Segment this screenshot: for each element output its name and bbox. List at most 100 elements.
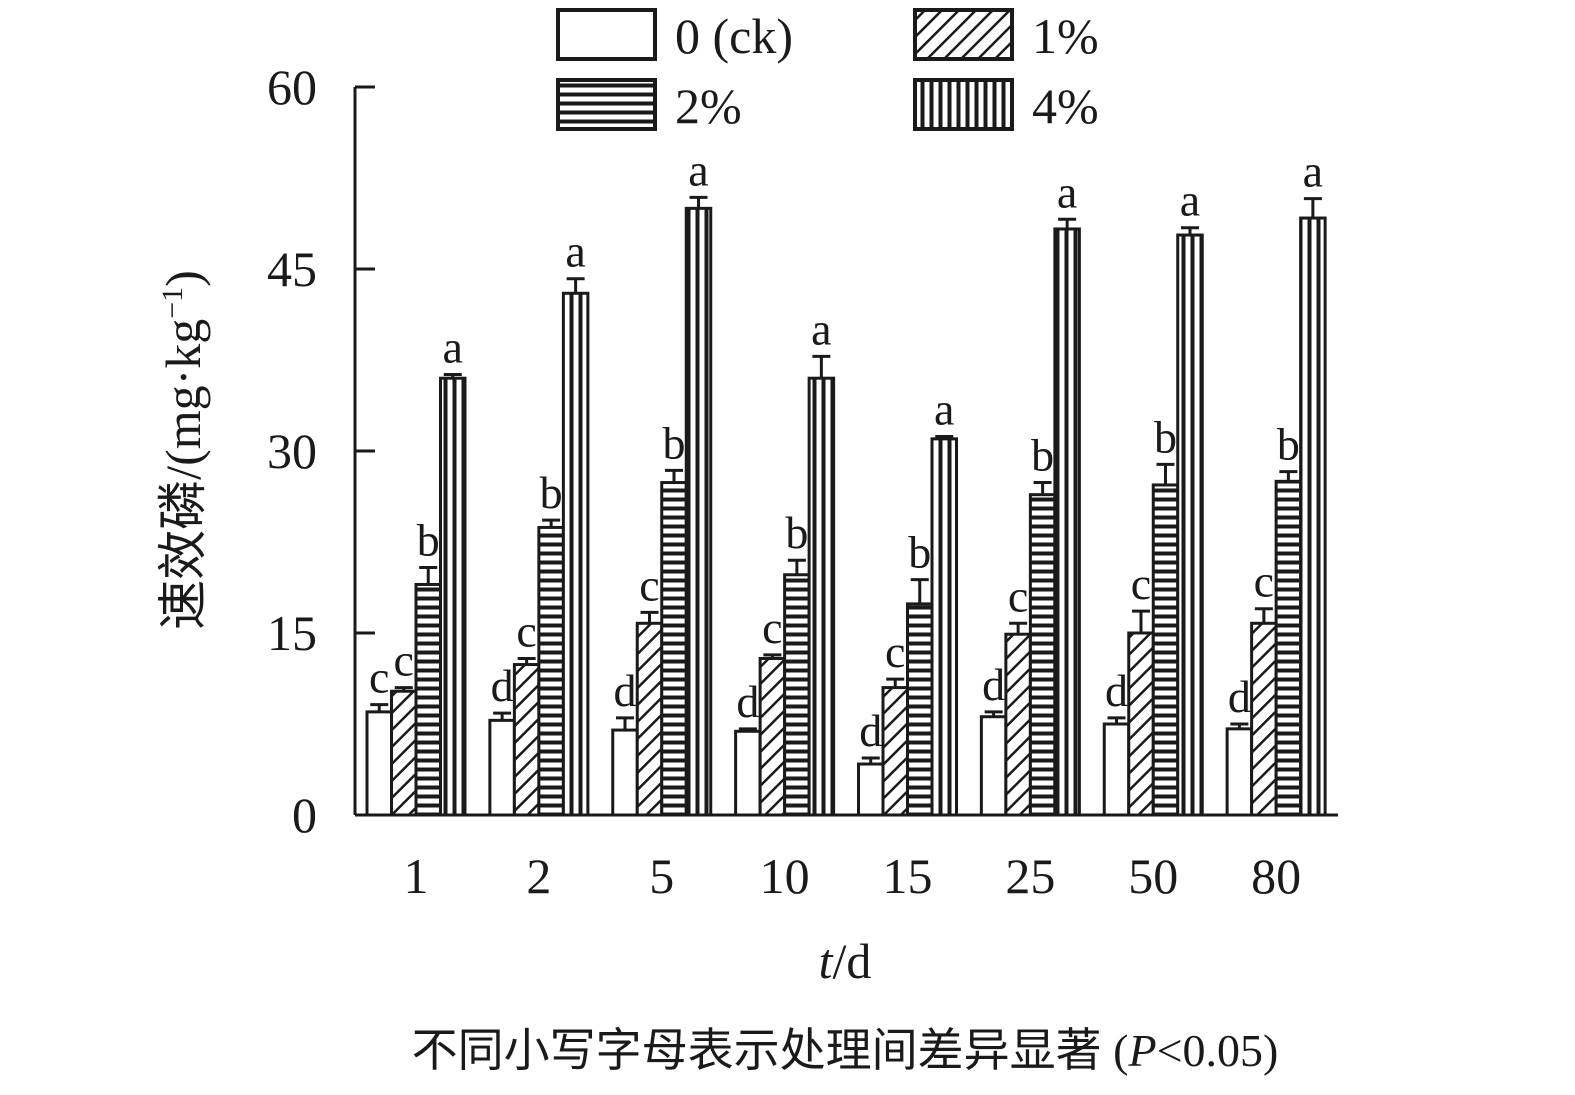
bar <box>537 525 565 817</box>
bar <box>488 718 516 817</box>
legend-label: 0 (ck) <box>675 8 793 64</box>
bar <box>734 729 762 817</box>
bar <box>635 621 664 817</box>
significance-letter: c <box>369 652 389 703</box>
legend-swatch <box>556 78 657 131</box>
x-tick-label: 1 <box>404 848 429 904</box>
significance-letter: c <box>639 559 659 610</box>
error-bar <box>1254 607 1273 624</box>
error-bar <box>394 686 413 692</box>
error-bar <box>861 756 880 765</box>
bar <box>906 602 934 817</box>
bar <box>1028 493 1057 817</box>
bar <box>881 686 909 817</box>
x-tick-label: 80 <box>1251 848 1301 904</box>
significance-letter: b <box>908 527 931 578</box>
significance-letter: a <box>688 144 708 195</box>
significance-letter: b <box>1031 430 1054 481</box>
y-tick-label: 15 <box>267 605 317 661</box>
y-axis-title: 速效磷/(mg·kg−1) <box>155 270 211 630</box>
bar <box>561 291 590 817</box>
significance-letter: d <box>1105 665 1128 716</box>
error-bar <box>517 656 536 665</box>
bar <box>783 573 811 817</box>
legend-swatch <box>913 8 1014 61</box>
legend-label: 1% <box>1032 8 1099 64</box>
error-bar <box>984 710 1003 717</box>
bar <box>1299 216 1327 817</box>
error-bar <box>1058 217 1077 229</box>
error-bar <box>787 558 806 575</box>
y-tick-label: 0 <box>292 787 317 843</box>
significance-letter: a <box>934 383 954 434</box>
error-bar <box>812 354 831 379</box>
error-bar <box>1132 609 1150 633</box>
bars <box>365 206 1327 817</box>
error-bar <box>1156 462 1175 485</box>
bar <box>1274 479 1303 817</box>
x-axis-title-unit: /d <box>833 933 872 989</box>
bar <box>979 715 1008 817</box>
legend: 0 (ck) 1% 2% 4% <box>556 8 1099 134</box>
bar <box>684 206 713 817</box>
bar <box>1151 483 1180 817</box>
significance-letter: b <box>663 417 686 468</box>
significance-letter: d <box>982 659 1005 710</box>
error-bar <box>370 703 389 712</box>
bar <box>439 376 467 817</box>
error-bars <box>370 195 1322 765</box>
significance-letter: d <box>859 705 882 756</box>
y-axis-title-sup: −1 <box>156 287 189 319</box>
error-bar <box>689 195 708 209</box>
error-bar <box>493 711 512 721</box>
bar <box>1250 621 1278 817</box>
bar <box>390 689 418 817</box>
bar <box>1127 631 1155 817</box>
bar <box>857 762 885 817</box>
error-bar <box>419 565 438 585</box>
x-axis-title-var: t <box>819 933 834 989</box>
bar <box>807 376 836 817</box>
error-bar <box>1303 197 1322 219</box>
significance-letter: a <box>811 303 831 354</box>
legend-item: 4% <box>913 78 1099 134</box>
error-bar <box>542 518 561 528</box>
error-bar <box>1181 226 1199 236</box>
y-tick-label: 30 <box>267 423 317 479</box>
bar <box>365 710 393 817</box>
footnote-tail: <0.05) <box>1157 1025 1279 1076</box>
error-bar <box>738 727 757 732</box>
legend-item: 1% <box>913 8 1099 64</box>
error-bar <box>1107 716 1126 724</box>
y-tick-label: 60 <box>267 59 317 115</box>
x-tick-label: 2 <box>526 848 551 904</box>
error-bar <box>566 277 585 294</box>
significance-letter: d <box>736 676 759 727</box>
y-tick-label: 45 <box>267 241 317 297</box>
significance-letter: c <box>1254 556 1274 607</box>
bar <box>1053 227 1081 817</box>
footnote-text: 不同小写字母表示处理间差异显著 ( <box>412 1025 1129 1076</box>
bar <box>1102 722 1131 817</box>
significance-letter: a <box>443 322 463 373</box>
bar <box>1225 727 1254 817</box>
error-bar <box>665 468 683 483</box>
error-bar <box>1033 481 1052 495</box>
bar <box>414 582 442 817</box>
significance-letter: b <box>417 514 440 565</box>
y-axis-title-main: 速效磷/(mg·kg <box>155 319 211 630</box>
x-tick-label: 10 <box>760 848 810 904</box>
error-bar <box>443 373 462 379</box>
error-bar <box>1009 621 1028 635</box>
legend-label: 2% <box>675 78 742 134</box>
significance-letter: a <box>1303 146 1323 197</box>
significance-letter: c <box>1131 558 1151 609</box>
error-bar <box>1230 722 1249 729</box>
significance-letter: c <box>516 605 536 656</box>
y-axis-title-close: ) <box>155 270 211 287</box>
bar <box>758 656 787 817</box>
significance-letter: c <box>762 602 782 653</box>
significance-letter: b <box>540 467 563 518</box>
